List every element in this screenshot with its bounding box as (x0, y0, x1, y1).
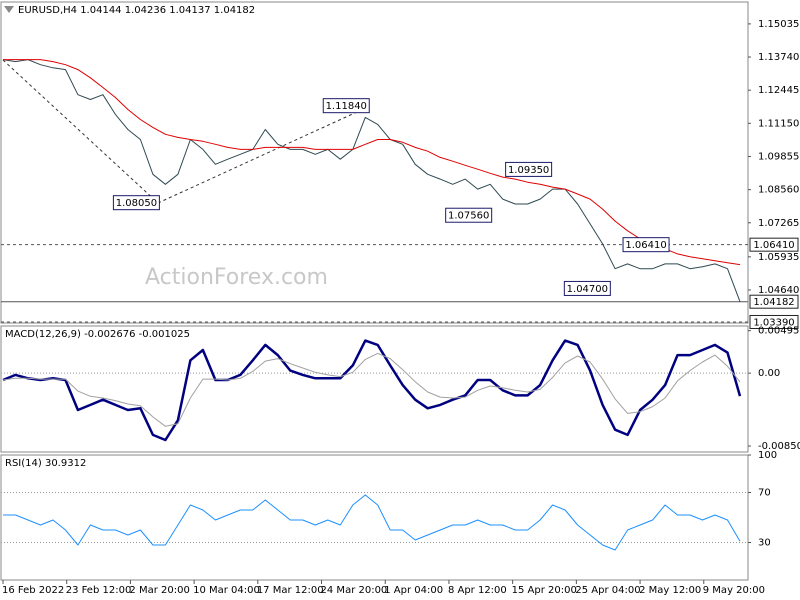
annotation-label: 1.08050 (116, 198, 157, 209)
y-tick-label: 1.13740 (758, 52, 799, 63)
annotation-box (322, 98, 370, 114)
annotation-label: 1.04700 (567, 284, 608, 295)
y-tick-label: 70 (758, 488, 771, 499)
annotation-box (445, 207, 493, 223)
y-tick-label: 30 (758, 538, 771, 549)
trend-line (2, 59, 159, 204)
x-tick-label: 2 May 12:00 (639, 585, 701, 596)
level-label: 1.06410 (753, 240, 794, 251)
macd-panel (0, 325, 749, 453)
series-line (3, 59, 741, 266)
y-tick-label: 1.07265 (758, 218, 799, 229)
panel-title: RSI(14) 30.9312 (5, 458, 86, 469)
panel-title: MACD(12,26,9) -0.002676 -0.001025 (5, 329, 190, 340)
y-tick-label: 1.05935 (758, 252, 799, 263)
y-tick-label: -0.008501 (758, 441, 800, 452)
x-tick-label: 2 Mar 20:00 (129, 585, 189, 596)
y-tick-label: 1.09855 (758, 151, 799, 162)
x-tick-label: 17 Mar 12:00 (257, 585, 324, 596)
annotation-label: 1.06410 (625, 240, 666, 251)
annotation-label: 1.11840 (326, 101, 367, 112)
series-line (3, 494, 741, 551)
x-tick-label: 16 Feb 2022 (2, 585, 64, 596)
y-tick-label: 1.12445 (758, 85, 799, 96)
y-tick-label: 1.08560 (758, 185, 799, 196)
x-tick-label: 23 Feb 12:00 (66, 585, 132, 596)
series-line (2, 339, 742, 442)
x-tick-label: 25 Apr 04:00 (575, 585, 640, 596)
annotation-label: 1.09350 (508, 165, 549, 176)
trend-line (157, 105, 371, 204)
annotation-box (505, 161, 553, 177)
panel-title: EURUSD,H4 1.04144 1.04236 1.04137 1.0418… (18, 5, 255, 16)
annotation-label: 1.07560 (448, 211, 489, 222)
y-tick-label: 1.11150 (758, 118, 799, 129)
series-line (2, 59, 741, 302)
x-tick-label: 8 Apr 12:00 (448, 585, 507, 596)
watermark: ActionForex.com (145, 265, 328, 290)
level-label-box (749, 237, 799, 252)
annotation-box (563, 280, 611, 296)
y-tick-label: 1.15035 (758, 19, 799, 30)
level-label-box (749, 294, 799, 309)
x-tick-label: 24 Mar 20:00 (321, 585, 388, 596)
y-tick-label: 1.04640 (758, 285, 799, 296)
annotation-box (622, 237, 670, 253)
annotation-box (112, 195, 160, 211)
x-tick-label: 15 Apr 20:00 (512, 585, 577, 596)
series-line (2, 352, 741, 427)
price-panel (0, 1, 749, 324)
x-tick-label: 9 May 20:00 (703, 585, 765, 596)
y-tick-label: 0.004956 (758, 326, 800, 337)
level-label-box (749, 314, 799, 329)
symbol-icon (4, 6, 14, 13)
y-tick-label: 100 (758, 450, 777, 461)
x-tick-label: 10 Mar 04:00 (193, 585, 260, 596)
x-tick-label: 1 Apr 04:00 (384, 585, 443, 596)
rsi-panel (0, 454, 749, 581)
level-label: 1.03390 (753, 317, 794, 328)
level-label: 1.04182 (753, 297, 794, 308)
y-tick-label: 0.00 (758, 368, 780, 379)
